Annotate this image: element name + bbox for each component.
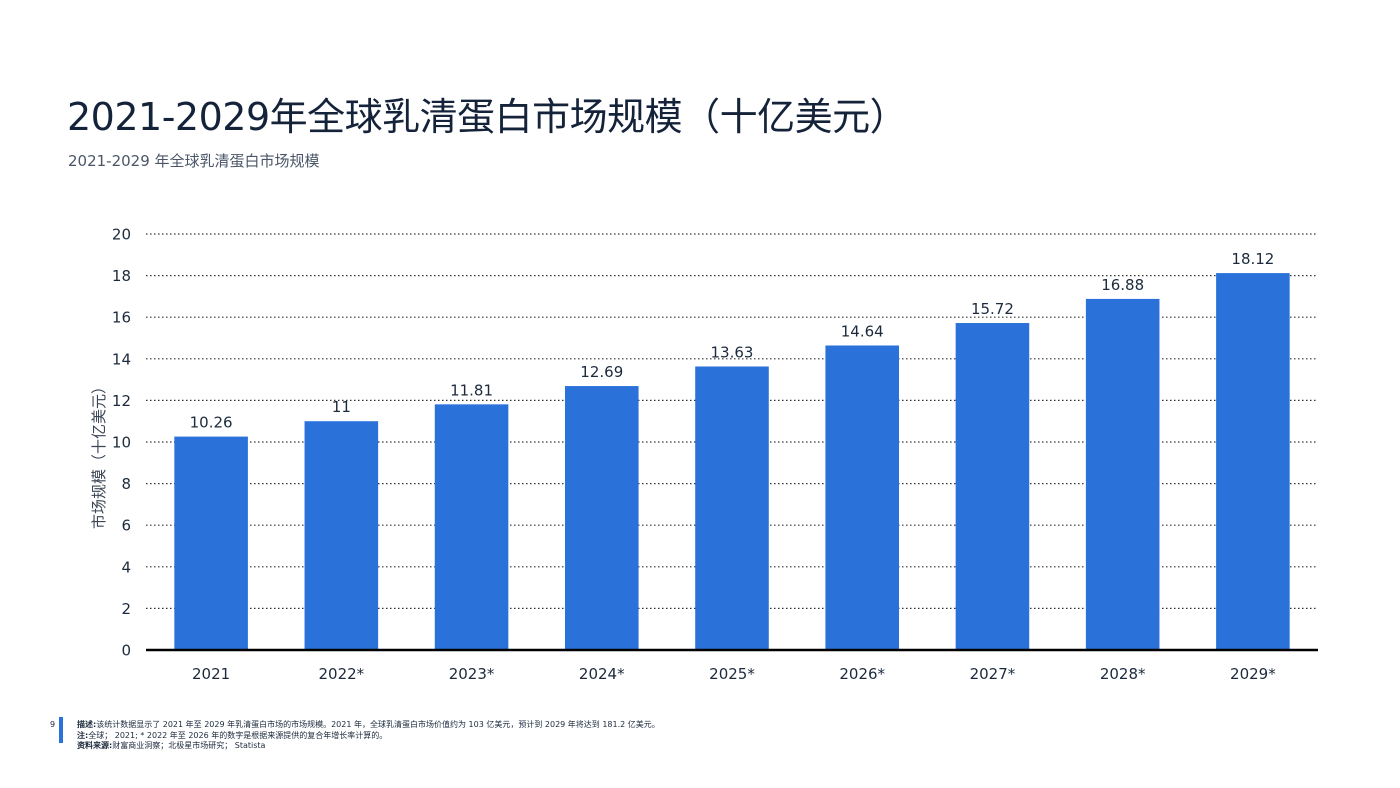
footer-accent-bar bbox=[59, 717, 63, 743]
bar bbox=[1085, 298, 1160, 650]
data-label: 14.64 bbox=[841, 322, 884, 340]
data-label: 11.81 bbox=[450, 381, 493, 399]
bar bbox=[434, 404, 509, 650]
x-tick-label: 2024* bbox=[579, 665, 625, 683]
y-axis-ticks: 0 2 4 6 8 10 12 14 16 18 20 bbox=[112, 226, 131, 660]
y-tick-label: 4 bbox=[121, 558, 131, 576]
bars bbox=[174, 273, 1290, 650]
bar bbox=[695, 366, 769, 650]
y-tick-label: 6 bbox=[121, 517, 131, 535]
bar bbox=[304, 421, 379, 650]
bar bbox=[825, 345, 900, 650]
description-text: 该统计数据显示了 2021 年至 2029 年乳清蛋白市场的市场规模。2021 … bbox=[96, 720, 660, 729]
x-tick-label: 2023* bbox=[449, 665, 495, 683]
data-label: 16.88 bbox=[1101, 276, 1144, 294]
data-label: 15.72 bbox=[971, 300, 1014, 318]
bar bbox=[955, 323, 1030, 650]
description-line: 描述:该统计数据显示了 2021 年至 2029 年乳清蛋白市场的市场规模。20… bbox=[77, 720, 660, 731]
x-axis-ticks: 2021 2022* 2023* 2024* 2025* 2026* 2027* 2028* 2… bbox=[192, 665, 1276, 683]
x-tick-label: 2022* bbox=[318, 665, 364, 683]
x-tick-label: 2027* bbox=[970, 665, 1016, 683]
source-text: 财富商业洞察；北极星市场研究； Statista bbox=[112, 741, 266, 750]
data-labels: 10.26 11 11.81 12.69 13.63 14.64 15.72 16.88 18.… bbox=[190, 250, 1275, 431]
data-label: 12.69 bbox=[580, 363, 623, 381]
y-tick-label: 8 bbox=[121, 475, 131, 493]
bar bbox=[564, 386, 639, 650]
data-label: 11 bbox=[332, 398, 351, 416]
x-tick-label: 2028* bbox=[1100, 665, 1146, 683]
note-line: 注:全球； 2021; * 2022 年至 2026 年的数字是根据来源提供的复… bbox=[77, 731, 660, 742]
page-number: 9 bbox=[50, 720, 56, 729]
y-tick-label: 14 bbox=[112, 350, 131, 368]
y-tick-label: 0 bbox=[121, 642, 131, 660]
data-label: 10.26 bbox=[190, 414, 233, 432]
footer-notes: 描述:该统计数据显示了 2021 年至 2029 年乳清蛋白市场的市场规模。20… bbox=[77, 720, 660, 752]
x-tick-label: 2026* bbox=[839, 665, 885, 683]
data-label: 13.63 bbox=[711, 343, 754, 361]
x-tick-label: 2025* bbox=[709, 665, 755, 683]
y-tick-label: 18 bbox=[112, 267, 131, 285]
y-tick-label: 12 bbox=[112, 392, 131, 410]
y-axis-title: 市场规模（十亿美元） bbox=[90, 379, 108, 529]
y-tick-label: 20 bbox=[112, 226, 131, 244]
bar bbox=[1216, 273, 1290, 650]
note-label: 注: bbox=[77, 730, 89, 740]
note-text: 全球； 2021; * 2022 年至 2026 年的数字是根据来源提供的复合年… bbox=[88, 730, 388, 740]
data-label: 18.12 bbox=[1231, 250, 1274, 268]
source-line: 资料来源:财富商业洞察；北极星市场研究； Statista bbox=[77, 741, 660, 752]
page-subtitle: 2021-2029 年全球乳清蛋白市场规模 bbox=[68, 152, 320, 170]
description-label: 描述: bbox=[77, 720, 97, 729]
source-label: 资料来源: bbox=[77, 741, 113, 750]
y-tick-label: 10 bbox=[112, 434, 131, 452]
bar bbox=[174, 436, 248, 650]
y-tick-label: 16 bbox=[112, 309, 131, 327]
y-tick-label: 2 bbox=[121, 600, 131, 618]
page-title: 2021-2029年全球乳清蛋白市场规模（十亿美元） bbox=[67, 95, 908, 139]
x-tick-label: 2021 bbox=[192, 665, 230, 683]
x-tick-label: 2029* bbox=[1230, 665, 1276, 683]
